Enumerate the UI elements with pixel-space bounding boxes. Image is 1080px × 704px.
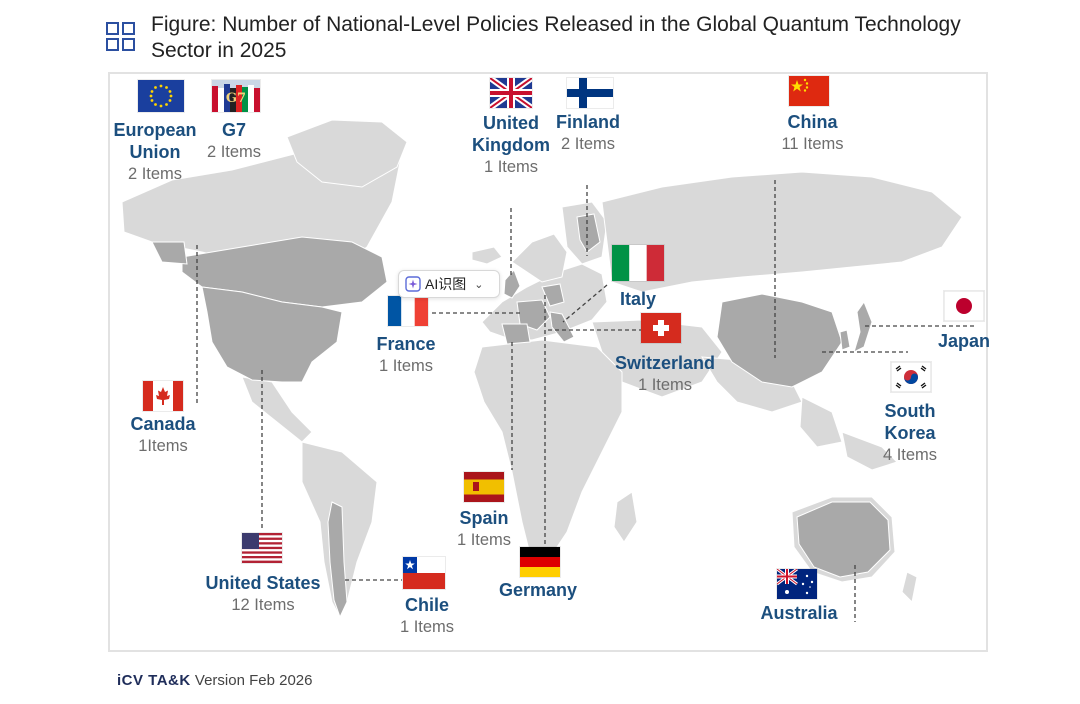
switzerland-flag-icon <box>641 313 681 343</box>
japan-flag-icon <box>944 291 984 321</box>
label-australia: Australia <box>750 602 848 624</box>
china-flag-icon <box>789 76 829 106</box>
label-italy: Italy <box>606 288 670 310</box>
label-japan: Japan <box>933 330 995 352</box>
country-name: Australia <box>760 603 838 623</box>
policy-count: 2 Items <box>127 165 183 183</box>
label-g7: G7 2 Items <box>196 119 272 163</box>
svg-text:G7: G7 <box>226 91 246 106</box>
italy-flag-icon <box>612 245 664 281</box>
country-name: China <box>787 112 838 132</box>
brand-logo: iCV TA&K <box>117 672 191 689</box>
country-name: Chile <box>404 595 449 615</box>
policy-count: 1 Items <box>456 531 512 549</box>
world-map <box>108 72 988 652</box>
policy-count: 1 Items <box>483 158 539 176</box>
label-germany: Germany <box>492 579 584 601</box>
sparkle-icon <box>405 276 421 292</box>
country-name: Japan <box>937 331 991 351</box>
policy-count: 1Items <box>138 437 188 455</box>
label-canada: Canada 1Items <box>122 413 204 457</box>
country-name: Finland <box>556 112 620 132</box>
germany-flag-icon <box>520 547 560 577</box>
country-name: United Kingdom <box>472 113 550 155</box>
figure-title: Figure: Number of National-Level Policie… <box>151 13 961 62</box>
policy-count: 2 Items <box>206 143 262 161</box>
usa-flag-icon <box>242 533 282 563</box>
label-france: France 1 Items <box>368 333 444 377</box>
country-name: France <box>376 334 436 354</box>
label-chile: Chile 1 Items <box>390 594 464 638</box>
eu-flag-icon <box>138 80 184 112</box>
spain-flag-icon <box>464 472 504 502</box>
label-switzerland: Switzerland 1 Items <box>606 352 724 396</box>
finland-flag-icon <box>567 78 613 108</box>
country-name: Switzerland <box>614 353 716 373</box>
label-south-korea: South Korea 4 Items <box>870 400 950 466</box>
australia-flag-icon <box>777 569 817 599</box>
grid-icon <box>106 22 135 51</box>
label-spain: Spain 1 Items <box>448 507 520 551</box>
policy-count: 1 Items <box>378 357 434 375</box>
south-korea-flag-icon <box>891 362 931 392</box>
label-united-states: United States 12 Items <box>198 572 328 616</box>
chevron-down-icon: ⌄ <box>474 278 484 291</box>
policy-count: 11 Items <box>781 135 844 153</box>
version-text: Version Feb 2026 <box>194 672 313 689</box>
label-united-kingdom: United Kingdom 1 Items <box>466 112 556 178</box>
policy-count: 1 Items <box>637 376 693 394</box>
footer: iCV TA&K Version Feb 2026 <box>117 672 313 689</box>
country-name: South Korea <box>884 401 936 443</box>
g7-flags-icon: G7 <box>212 80 260 112</box>
ai-chip-label: AI识图 <box>425 276 467 292</box>
ai-image-recognition-button[interactable]: AI识图 ⌄ <box>398 270 500 298</box>
country-name: G7 <box>221 120 246 140</box>
country-name: Italy <box>619 289 657 309</box>
policy-count: 1 Items <box>399 618 455 636</box>
country-name: Germany <box>498 580 578 600</box>
policy-count: 4 Items <box>882 446 938 464</box>
label-european-union: European Union 2 Items <box>104 119 206 185</box>
country-name: United States <box>205 573 321 593</box>
france-flag-icon <box>388 296 428 326</box>
canada-flag-icon <box>143 381 183 411</box>
world-map-land <box>121 119 963 619</box>
label-china: China 11 Items <box>770 111 855 155</box>
chile-flag-icon <box>403 557 445 589</box>
country-name: European Union <box>113 120 197 162</box>
uk-flag-icon <box>490 78 532 108</box>
policy-count: 2 Items <box>560 135 616 153</box>
policy-count: 12 Items <box>231 596 295 614</box>
country-name: Canada <box>130 414 196 434</box>
label-finland: Finland 2 Items <box>548 111 628 155</box>
country-name: Spain <box>459 508 509 528</box>
